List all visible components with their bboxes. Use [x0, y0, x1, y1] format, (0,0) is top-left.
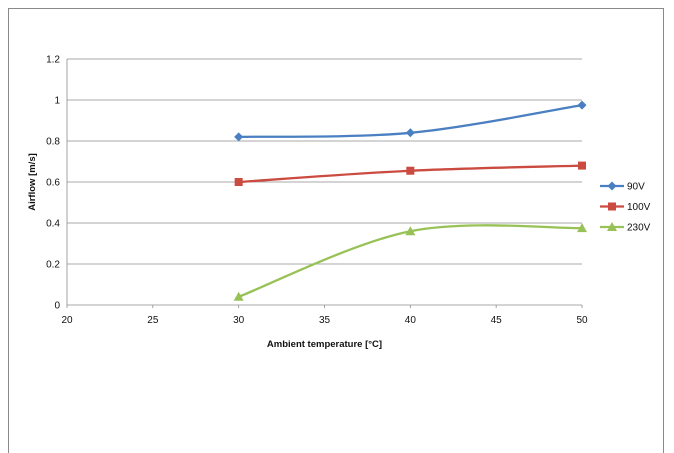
grid-lines: [67, 58, 582, 265]
data-point: [577, 100, 587, 110]
series-line: [238, 224, 583, 298]
data-point: [233, 291, 244, 301]
x-tick-label: 45: [491, 315, 503, 326]
legend-item: 230V: [600, 222, 651, 234]
data-point: [234, 132, 244, 142]
x-tick-label: 30: [233, 315, 245, 326]
data-point: [577, 223, 587, 233]
legend-swatch-marker: [607, 222, 617, 231]
legend-item: 90V: [600, 181, 645, 193]
data-point: [405, 226, 416, 236]
y-tick-label: 0.6: [46, 178, 60, 189]
y-axis-label: Airflow [m/s]: [27, 153, 38, 211]
legend-item: 100V: [600, 202, 651, 213]
legend: 90V 100V 230V: [600, 181, 651, 234]
legend-label: 230V: [627, 223, 651, 234]
data-point: [578, 161, 586, 170]
y-tick-label: 0: [54, 301, 60, 312]
y-tick-labels: 0 0.2 0.4 0.6 0.8 1 1.2: [46, 55, 60, 312]
chart-frame: [8, 8, 664, 453]
data-point: [234, 178, 243, 186]
legend-label: 100V: [627, 202, 651, 213]
series-0: [234, 100, 587, 142]
axes: [66, 59, 583, 308]
legend-swatch-marker: [608, 202, 616, 211]
data-point: [406, 166, 415, 175]
y-tick-label: 0.8: [46, 137, 60, 148]
y-tick-label: 1.2: [46, 55, 60, 66]
y-tick-label: 1: [54, 96, 60, 107]
legend-swatch-marker: [607, 181, 617, 191]
x-tick-label: 20: [61, 315, 73, 326]
x-tick-label: 25: [147, 315, 159, 326]
x-tick-label: 50: [576, 315, 588, 326]
x-axis-label: Ambient temperature [°C]: [267, 339, 382, 350]
series-1: [234, 161, 586, 186]
y-tick-label: 0.4: [46, 219, 60, 230]
series-layer: [233, 100, 587, 301]
x-tick-label: 40: [405, 315, 417, 326]
legend-label: 90V: [627, 182, 645, 193]
x-tick-labels: 20 25 30 35 40 45 50: [61, 315, 588, 326]
series-2: [233, 223, 587, 301]
x-tick-label: 35: [319, 315, 331, 326]
y-tick-label: 0.2: [46, 260, 60, 271]
data-point: [405, 128, 415, 138]
